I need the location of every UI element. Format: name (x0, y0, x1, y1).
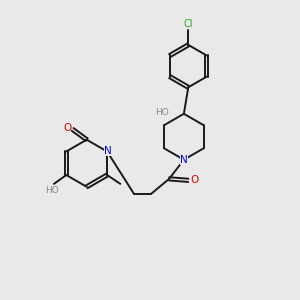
Text: HO: HO (46, 186, 59, 195)
Text: Cl: Cl (184, 19, 193, 29)
Text: N: N (104, 146, 112, 157)
Text: N: N (180, 155, 188, 165)
Text: O: O (63, 123, 71, 133)
Text: HO: HO (155, 108, 169, 117)
Text: O: O (190, 175, 198, 185)
